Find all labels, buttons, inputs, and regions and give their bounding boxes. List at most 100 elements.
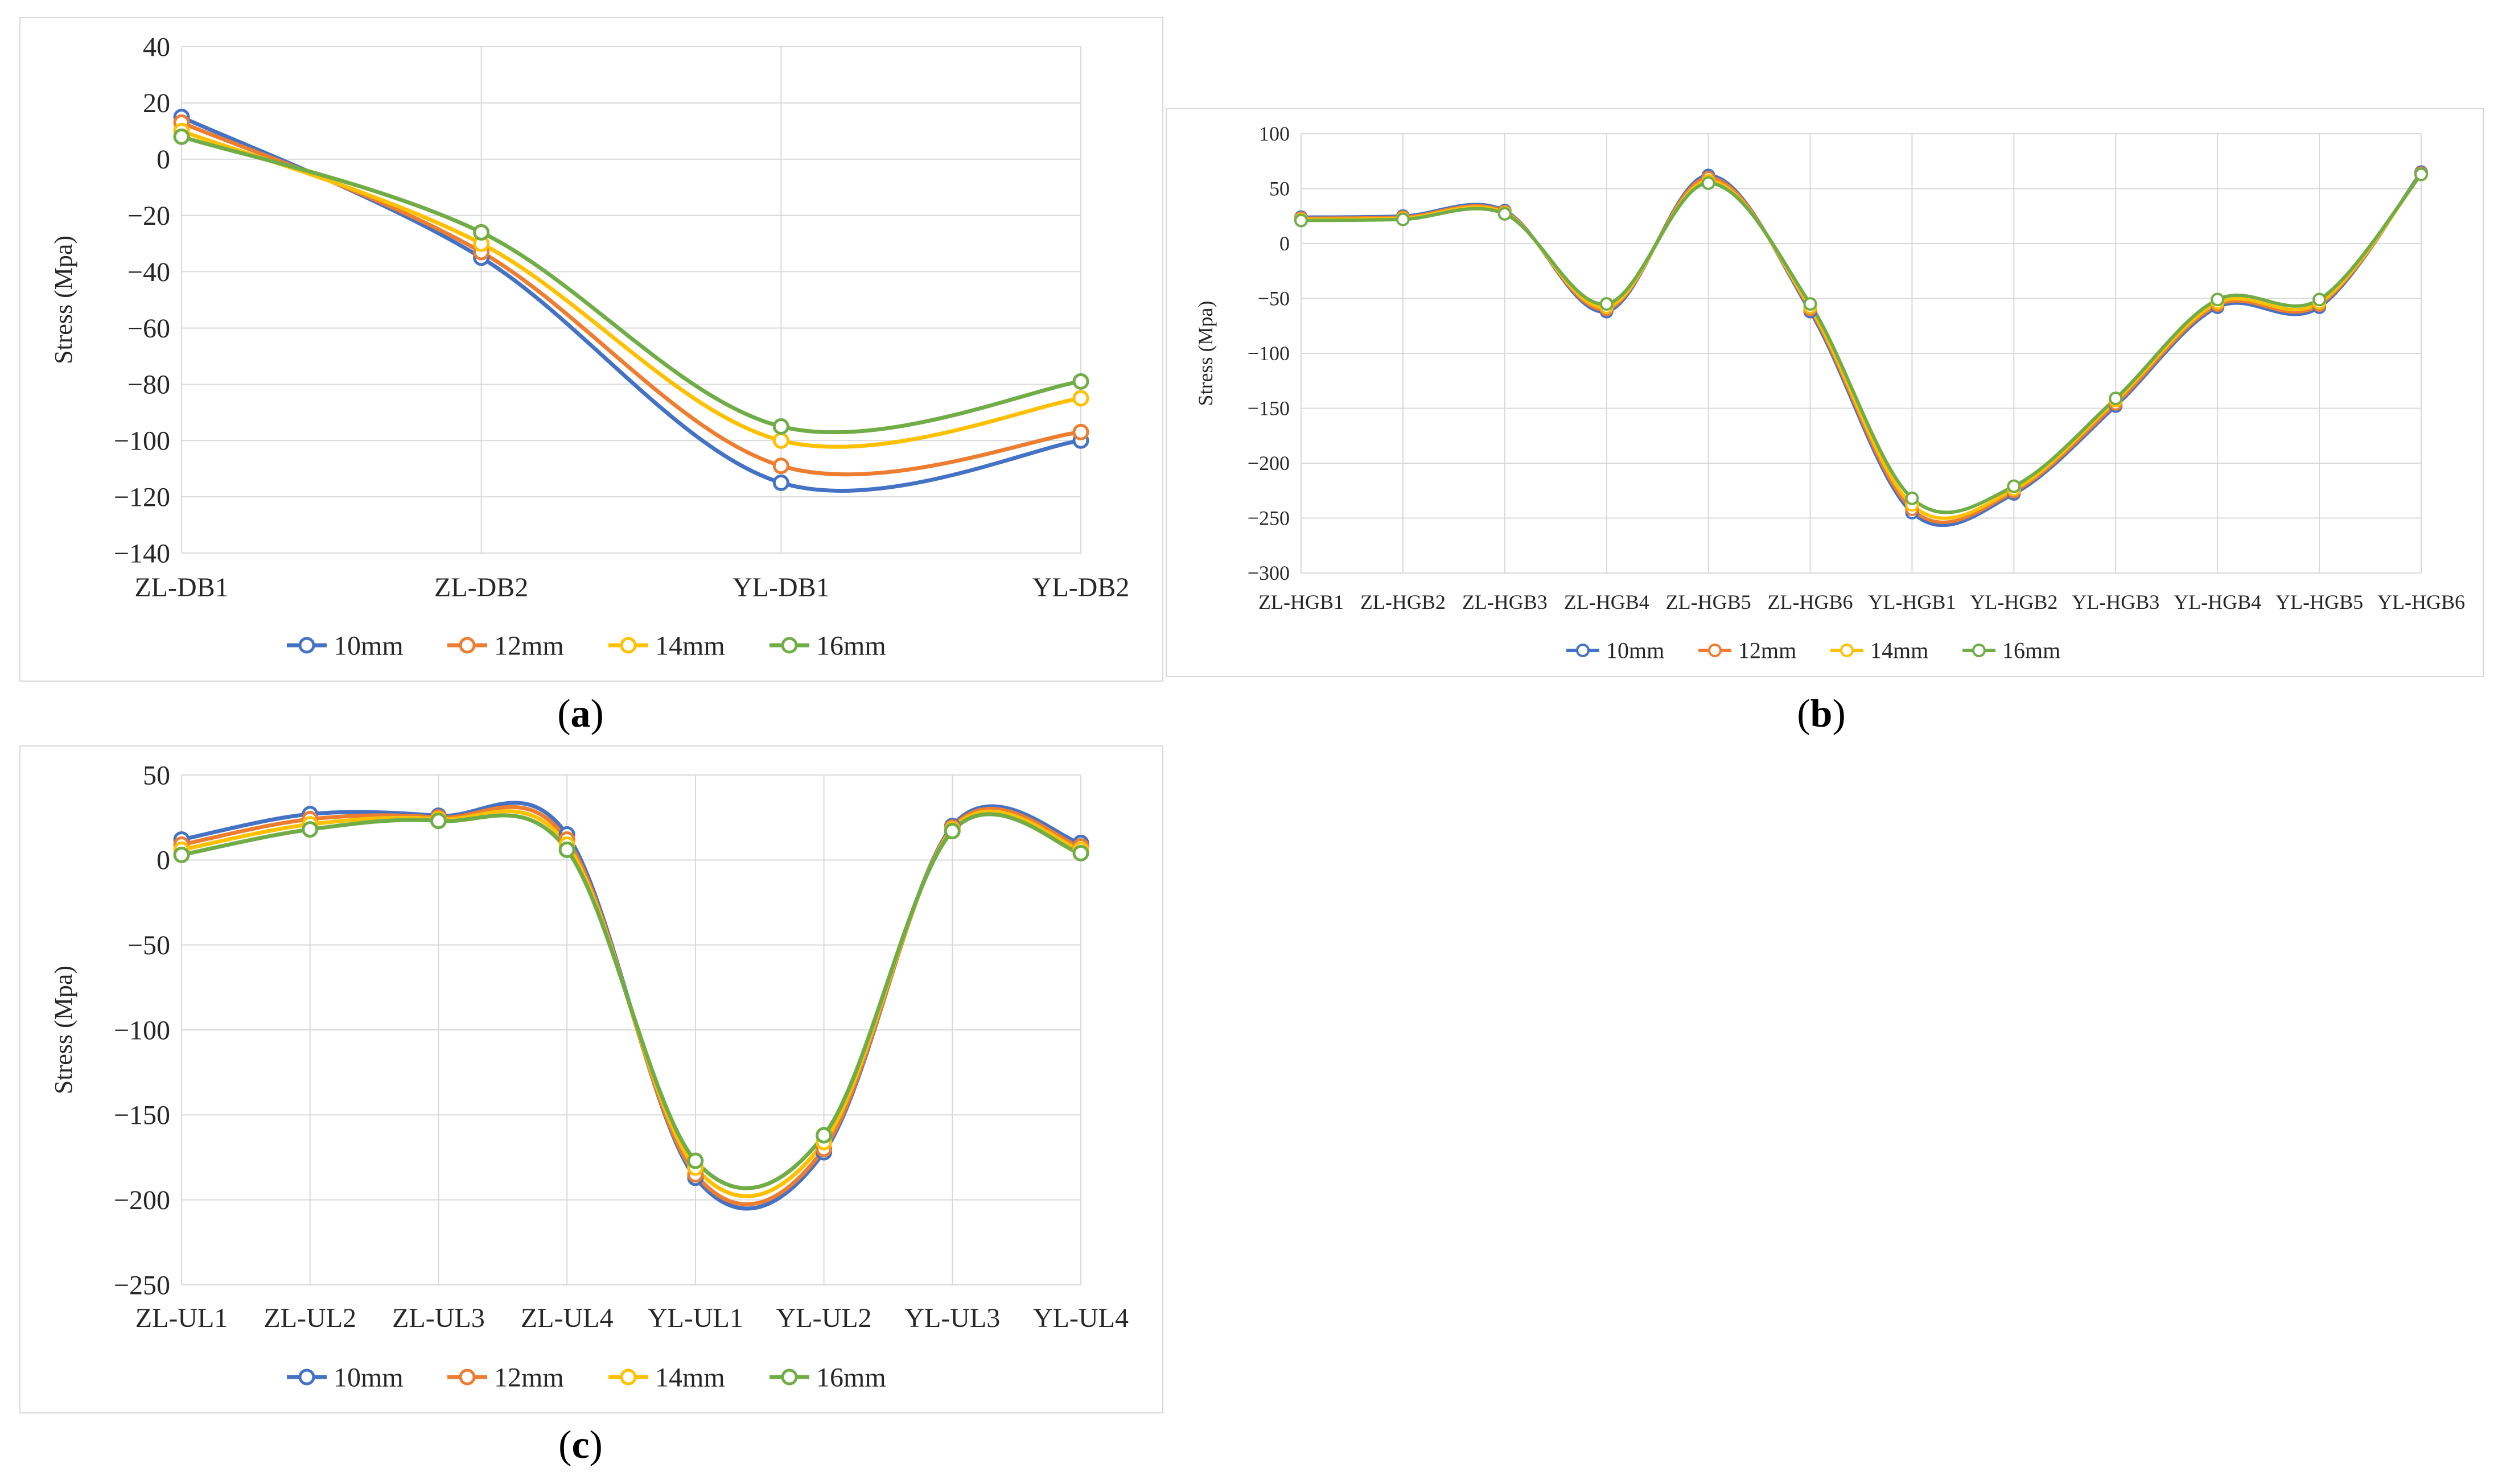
y-tick-label: −150 — [114, 1100, 170, 1131]
data-point-16mm — [816, 1127, 833, 1144]
legend-marker-12mm — [459, 637, 476, 654]
x-tick-label: ZL-DB1 — [134, 572, 228, 603]
data-point-16mm — [558, 841, 575, 858]
chart-b: 100 50 0 −50 −100 −150 −200 −250 −300 ZL-HGB1 ZL-H… — [1166, 108, 2484, 677]
y-tick-label: −120 — [114, 482, 170, 512]
x-tick-label: YL-HGB6 — [2377, 591, 2465, 613]
chart-panel-b: 100 50 0 −50 −100 −150 −200 −250 −300 ZL-HGB1 ZL-H… — [1166, 108, 2484, 677]
y-tick-label: 50 — [143, 760, 170, 790]
x-tick-label: YL-HGB1 — [1868, 591, 1956, 613]
x-tick-label: YL-HGB4 — [2174, 591, 2261, 613]
data-point-16mm — [1072, 373, 1089, 390]
legend-marker-10mm — [298, 1368, 315, 1386]
y-tick-label: −200 — [1248, 452, 1290, 475]
legend-marker-12mm — [459, 1368, 476, 1386]
data-point-12mm — [1072, 423, 1089, 440]
x-tick-label: ZL-HGB6 — [1768, 591, 1853, 613]
data-point-16mm — [1599, 297, 1614, 311]
y-tick-label: −300 — [1248, 562, 1290, 584]
data-point-16mm — [1803, 297, 1817, 311]
chart-frame — [19, 745, 1163, 1413]
y-tick-label: −200 — [114, 1185, 170, 1215]
y-axis-title: Stress (Mpa) — [50, 236, 77, 364]
caption-a: (a) — [557, 692, 604, 736]
x-tick-label: YL-DB2 — [1032, 572, 1130, 603]
data-point-10mm — [772, 474, 789, 491]
legend-label-10mm: 10mm — [334, 1362, 404, 1392]
legend-label-16mm: 16mm — [816, 1362, 886, 1392]
x-tick-label: ZL-UL3 — [392, 1303, 485, 1333]
y-tick-label: 40 — [143, 32, 170, 62]
y-tick-label: 20 — [143, 88, 170, 118]
y-axis-title: Stress (Mpa) — [50, 966, 77, 1094]
y-tick-label: −50 — [1258, 287, 1290, 310]
legend-marker-14mm — [620, 637, 637, 654]
data-point-16mm — [2414, 167, 2428, 182]
data-point-16mm — [687, 1152, 704, 1169]
legend-label-14mm: 14mm — [1870, 638, 1928, 663]
y-tick-label: 0 — [157, 846, 170, 876]
legend-label-14mm: 14mm — [655, 1362, 725, 1392]
y-axis-title: Stress (Mpa) — [1194, 301, 1217, 406]
x-tick-label: ZL-HGB3 — [1462, 591, 1548, 613]
y-tick-label: −100 — [114, 1015, 170, 1045]
caption-c: (c) — [558, 1423, 603, 1467]
legend-marker-10mm — [298, 637, 315, 654]
legend-marker-14mm — [620, 1368, 637, 1386]
data-point-16mm — [1294, 213, 1308, 228]
legend-marker-10mm — [1576, 644, 1590, 657]
y-tick-label: 100 — [1259, 122, 1290, 145]
legend-label-10mm: 10mm — [1606, 638, 1664, 663]
data-point-16mm — [1396, 212, 1410, 226]
x-tick-label: ZL-UL1 — [135, 1303, 228, 1333]
caption-b: (b) — [1797, 692, 1846, 736]
y-tick-label: 50 — [1269, 178, 1290, 200]
y-tick-label: −20 — [127, 201, 170, 231]
chart-panel-c: 50 0 −50 −100 −150 −200 −250 ZL-UL1 ZL-UL2 ZL-UL3… — [19, 745, 1163, 1413]
y-tick-label: 0 — [157, 145, 170, 175]
y-tick-label: −60 — [127, 314, 170, 344]
data-point-16mm — [1701, 176, 1715, 190]
data-point-16mm — [2312, 292, 2327, 307]
y-tick-label: −40 — [127, 257, 170, 287]
caption-c-letter: c — [571, 1423, 590, 1467]
x-tick-label: YL-HGB2 — [1970, 591, 2057, 613]
x-tick-label: YL-UL4 — [1033, 1303, 1129, 1333]
y-tick-label: −50 — [127, 930, 170, 961]
y-tick-label: −250 — [114, 1270, 170, 1300]
data-point-16mm — [302, 821, 319, 838]
legend-label-16mm: 16mm — [816, 630, 886, 661]
legend-label-10mm: 10mm — [334, 630, 404, 661]
x-tick-label: ZL-HGB5 — [1666, 591, 1751, 613]
y-tick-label: −250 — [1248, 507, 1290, 530]
x-tick-label: ZL-HGB4 — [1564, 591, 1649, 613]
x-tick-label: YL-HGB5 — [2275, 591, 2363, 613]
legend-marker-16mm — [781, 1368, 798, 1386]
chart-frame — [1166, 108, 2484, 677]
x-tick-label: YL-HGB3 — [2072, 591, 2159, 613]
caption-a-letter: a — [570, 692, 591, 736]
legend-marker-16mm — [781, 637, 798, 654]
y-tick-label: −150 — [1248, 397, 1290, 420]
data-point-14mm — [1072, 390, 1089, 407]
legend-label-14mm: 14mm — [655, 630, 725, 661]
x-tick-label: ZL-UL2 — [264, 1303, 356, 1333]
chart-a: 40 20 0 −20 −40 −60 −80 −100 −120 −140 ZL-DB1 ZL-DB… — [19, 17, 1163, 682]
data-point-16mm — [772, 418, 789, 435]
series-line-14mm — [179, 129, 1083, 449]
y-tick-label: −80 — [127, 370, 170, 400]
y-tick-label: −100 — [1248, 342, 1290, 365]
data-point-16mm — [2109, 391, 2123, 406]
data-point-16mm — [173, 128, 190, 145]
data-point-16mm — [2211, 292, 2225, 307]
x-tick-label: ZL-HGB2 — [1360, 591, 1446, 613]
legend-marker-16mm — [1972, 644, 1986, 657]
legend-marker-12mm — [1708, 644, 1722, 657]
data-point-16mm — [2007, 479, 2021, 493]
x-tick-label: YL-UL3 — [904, 1303, 1000, 1333]
legend-label-12mm: 12mm — [494, 630, 564, 661]
y-tick-label: −140 — [114, 538, 170, 568]
x-tick-label: YL-DB1 — [733, 572, 830, 603]
data-point-16mm — [1905, 491, 1919, 505]
